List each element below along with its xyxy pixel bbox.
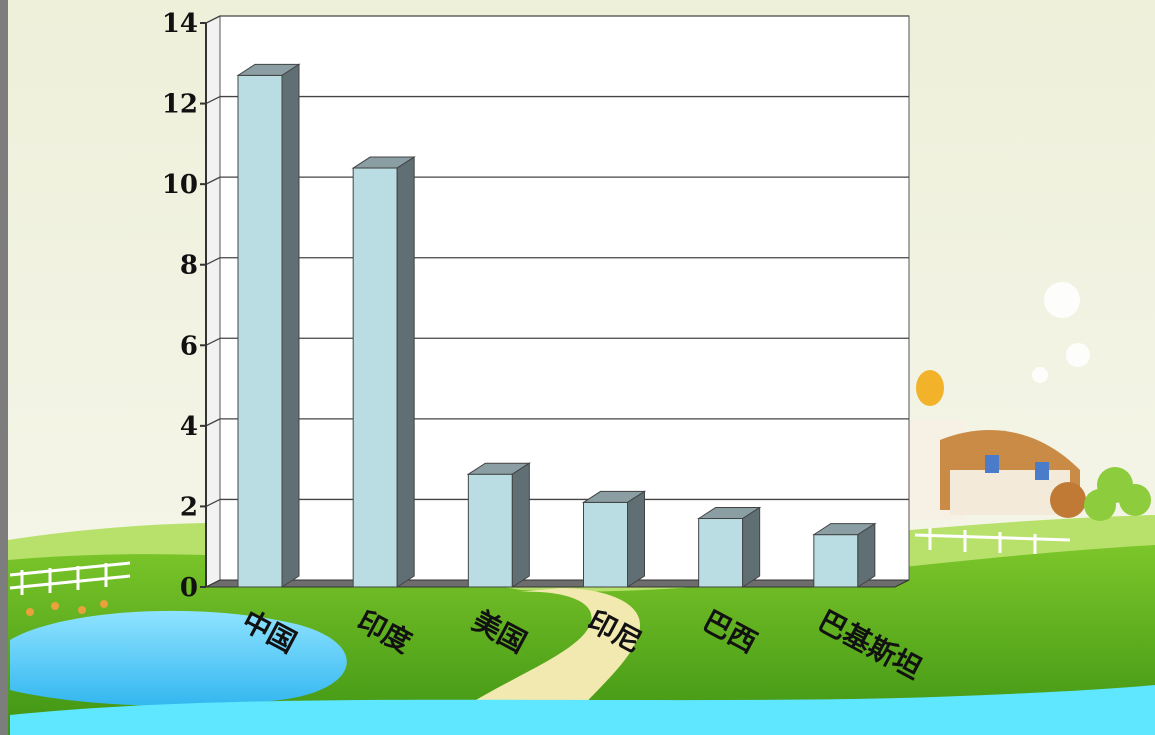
y-tick-label: 12 <box>162 90 198 120</box>
plot-floor <box>205 579 910 588</box>
plot-area <box>205 15 910 588</box>
pond <box>10 610 347 707</box>
grid-line-side <box>205 337 221 346</box>
plot-side-wall <box>205 15 221 588</box>
tree <box>1084 467 1151 521</box>
y-tick-label: 10 <box>162 170 198 200</box>
y-tick-label: 14 <box>162 9 198 39</box>
plot-background <box>219 15 910 581</box>
bar-front <box>467 473 513 588</box>
fence-left <box>9 561 131 595</box>
stream <box>10 685 1155 735</box>
bar <box>466 462 532 588</box>
grid-line-side <box>205 257 221 266</box>
bar-front <box>237 74 283 588</box>
grid-line-side <box>205 418 221 427</box>
left-border <box>0 0 8 735</box>
fence-right <box>914 528 1071 554</box>
bar-side <box>627 490 645 588</box>
bar-front <box>813 534 859 588</box>
y-tick-label: 2 <box>180 492 198 522</box>
grid-lines <box>205 15 909 508</box>
bar-side <box>857 522 876 588</box>
grid-line-side <box>205 176 221 185</box>
clouds <box>1032 282 1090 383</box>
grid-line-side <box>205 498 221 508</box>
bar-side <box>396 156 415 588</box>
grid-line-side <box>205 95 221 105</box>
flowers-left <box>26 600 108 616</box>
y-tick-label: 0 <box>180 573 198 603</box>
bar <box>236 63 301 588</box>
bar <box>351 156 416 588</box>
bar <box>696 506 762 588</box>
bar-side <box>511 462 530 588</box>
bars <box>236 63 877 588</box>
y-axis <box>200 22 207 588</box>
bar <box>581 490 647 588</box>
y-tick-label: 4 <box>180 412 198 442</box>
grid-line-side <box>205 15 221 24</box>
path <box>430 588 640 735</box>
y-tick-labels: 0 2 4 6 8 10 12 14 <box>162 9 198 603</box>
bar-front <box>698 518 744 588</box>
bar-side <box>742 506 761 588</box>
bar <box>812 522 877 588</box>
y-tick-label: 8 <box>180 251 198 281</box>
cottage <box>905 370 1086 520</box>
bar-front <box>583 501 628 588</box>
bar-side <box>281 63 300 588</box>
y-tick-label: 6 <box>180 331 198 361</box>
bar-front <box>352 167 398 588</box>
